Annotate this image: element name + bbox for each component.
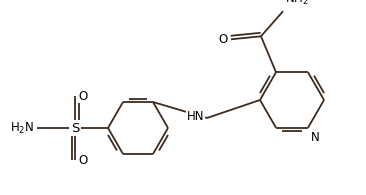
Text: O: O — [78, 153, 87, 167]
Text: NH$_2$: NH$_2$ — [285, 0, 309, 7]
Text: O: O — [78, 90, 87, 103]
Text: H$_2$N: H$_2$N — [10, 121, 34, 136]
Text: S: S — [71, 121, 79, 135]
Text: HN: HN — [187, 110, 204, 122]
Text: N: N — [311, 131, 320, 144]
Text: O: O — [219, 33, 228, 46]
